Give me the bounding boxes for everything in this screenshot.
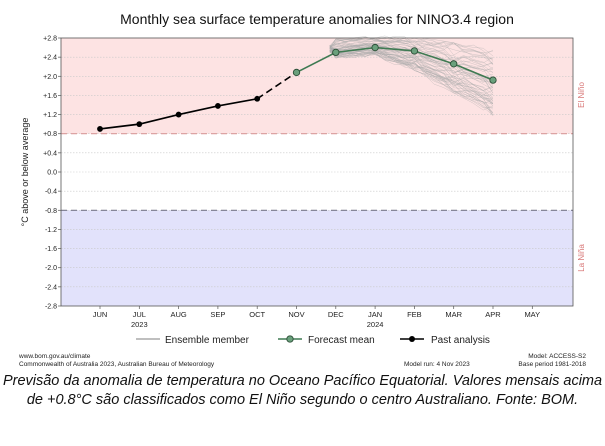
y-tick-label: -1.2: [45, 227, 57, 234]
x-year-label: 2023: [131, 320, 148, 329]
x-tick-label: APR: [485, 310, 501, 319]
el-nino-label: El Niño: [577, 82, 586, 108]
past-to-forecast-connector: [256, 71, 297, 100]
ensemble-member-line: [329, 45, 494, 104]
y-tick-label: 0.0: [47, 170, 57, 177]
legend-ensemble-label: Ensemble member: [165, 335, 250, 346]
legend-past-label: Past analysis: [431, 335, 490, 346]
x-tick-label: SEP: [210, 310, 225, 319]
past-analysis-point: [136, 121, 143, 128]
past-analysis-point: [175, 111, 182, 118]
past-analysis-point: [254, 95, 261, 102]
x-tick-label: DEC: [328, 310, 344, 319]
x-tick-label: JUL: [133, 310, 146, 319]
x-tick-label: NOV: [288, 310, 304, 319]
forecast-mean-point: [450, 60, 458, 68]
forecast-mean-point: [332, 48, 340, 57]
footer-base-period: Base period 1981-2018: [518, 361, 586, 368]
ensemble-member-line: [329, 39, 494, 60]
y-tick-label: -0.4: [45, 189, 57, 196]
la-nina-band: [61, 210, 573, 306]
legend-forecast-marker: [286, 335, 294, 343]
x-tick-label: MAR: [445, 310, 462, 319]
chart-title: Monthly sea surface temperature anomalie…: [120, 11, 514, 27]
ensemble-member-line: [329, 37, 494, 60]
el-nino-band: [61, 38, 573, 134]
forecast-mean-point: [489, 76, 497, 84]
plot-area: [61, 35, 573, 306]
forecast-mean-point: [410, 47, 419, 55]
la-nina-label: La Niña: [577, 244, 586, 272]
y-tick-label: +2.0: [43, 74, 57, 81]
past-analysis-point: [97, 126, 103, 132]
ensemble-member-line: [329, 49, 494, 113]
x-tick-label: FEB: [407, 310, 422, 319]
legend: Ensemble member Forecast mean Past analy…: [136, 335, 490, 346]
ensemble-member-line: [329, 47, 494, 105]
ensemble-member-line: [329, 40, 494, 64]
y-tick-label: +0.8: [43, 131, 57, 138]
ensemble-member-line: [329, 50, 494, 101]
ensemble-member-line: [329, 47, 494, 96]
nino34-chart: Monthly sea surface temperature anomalie…: [18, 11, 586, 368]
y-tick-label: +2.8: [43, 36, 57, 43]
axes: +2.8 +2.4 +2.0 +1.6 +1.2 +0.8 +0.4 0.0 -0.4 -0.8 -…: [43, 36, 574, 329]
ensemble-member-line: [329, 44, 494, 100]
past-analysis-point: [215, 103, 221, 109]
ensemble-member-line: [329, 46, 494, 105]
ensemble-member-line: [329, 50, 494, 111]
x-tick-label: JAN: [368, 310, 382, 319]
footer-url: www.bom.gov.au/climate: [18, 353, 91, 360]
legend-forecast-label: Forecast mean: [308, 335, 375, 346]
footer-model: Model: ACCESS-S2: [528, 353, 586, 360]
legend-past-marker: [409, 336, 415, 342]
x-tick-label: AUG: [170, 310, 186, 319]
footer: www.bom.gov.au/climate Commonwealth of A…: [18, 353, 586, 368]
ensemble-member-line: [329, 41, 494, 78]
y-axis-label: °C above or below average: [20, 118, 30, 227]
y-tick-label: +0.4: [43, 150, 57, 157]
y-tick-label: +1.6: [43, 93, 57, 100]
ensemble-member-line: [329, 50, 494, 114]
x-tick-label: OCT: [249, 310, 265, 319]
y-tick-label: -0.8: [45, 208, 57, 215]
x-tick-label: JUN: [93, 310, 108, 319]
y-tick-label: -1.6: [45, 246, 57, 253]
x-year-label: 2024: [367, 320, 384, 329]
y-tick-label: -2.0: [45, 265, 57, 272]
footer-copyright: Commonwealth of Australia 2023, Australi…: [19, 361, 215, 368]
y-tick-label: -2.8: [45, 304, 57, 311]
forecast-mean-line: [296, 46, 494, 81]
ensemble-member-line: [329, 36, 494, 56]
forecast-mean-point: [371, 43, 379, 52]
forecast-mean-point: [292, 68, 301, 77]
y-tick-label: -2.4: [45, 284, 57, 291]
y-tick-label: +1.2: [43, 112, 57, 119]
footer-model-run: Model run: 4 Nov 2023: [404, 361, 470, 368]
figure-caption: Previsão da anomalia de temperatura no O…: [2, 373, 603, 408]
x-tick-label: MAY: [524, 310, 540, 319]
y-tick-label: +2.4: [43, 55, 57, 62]
ensemble-member-line: [329, 45, 494, 104]
ensemble-member-line: [329, 44, 494, 80]
